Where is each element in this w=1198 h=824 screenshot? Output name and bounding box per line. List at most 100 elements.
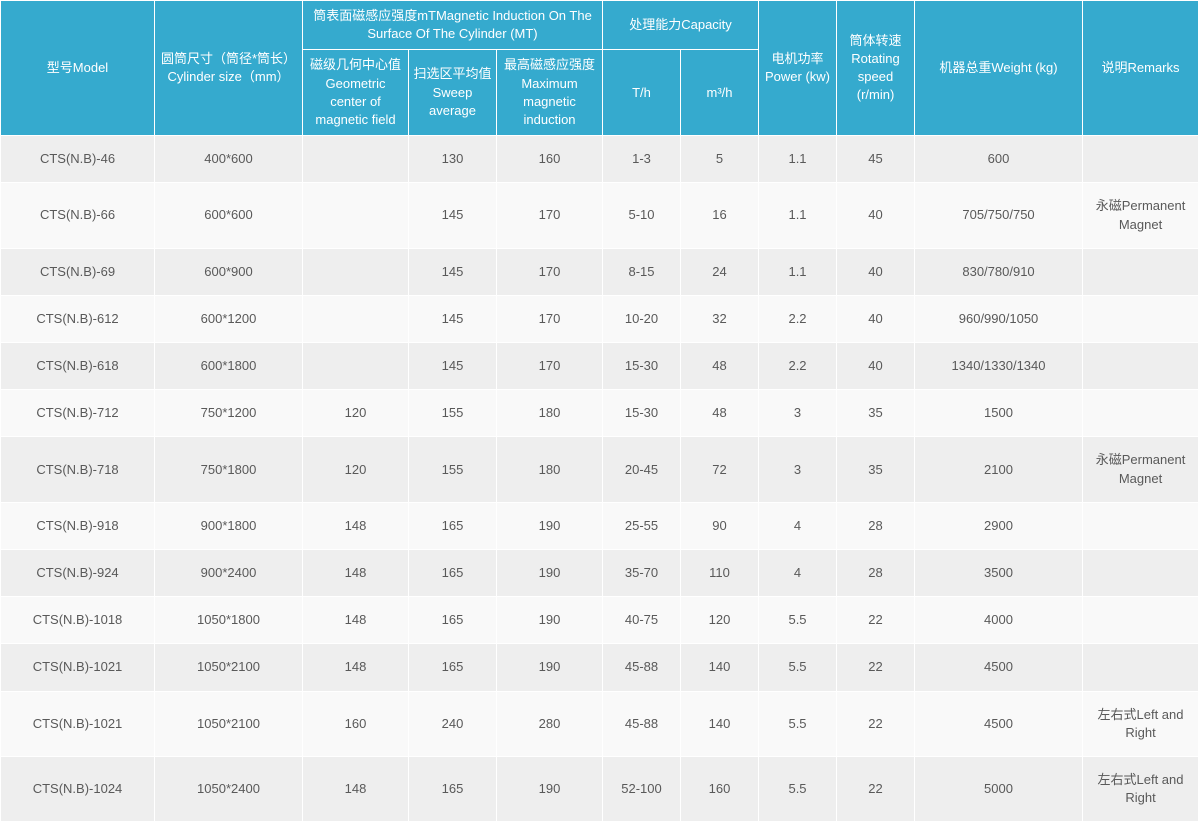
cell-speed: 22 [837,597,915,644]
cell-sweep-avg: 165 [409,756,497,821]
cell-speed: 28 [837,502,915,549]
cell-sweep-avg: 145 [409,248,497,295]
cell-m3h: 24 [681,248,759,295]
cell-geo-center: 120 [303,437,409,502]
cell-speed: 40 [837,183,915,248]
cell-speed: 45 [837,136,915,183]
cell-sweep-avg: 165 [409,550,497,597]
cell-m3h: 120 [681,597,759,644]
cell-m3h: 110 [681,550,759,597]
col-model: 型号Model [1,1,155,136]
cell-size: 750*1200 [155,390,303,437]
table-row: CTS(N.B)-46400*6001301601-351.145600 [1,136,1198,183]
cell-power: 1.1 [759,248,837,295]
cell-weight: 830/780/910 [915,248,1083,295]
cell-model: CTS(N.B)-618 [1,343,155,390]
cell-power: 2.2 [759,343,837,390]
cell-sweep-avg: 165 [409,502,497,549]
cell-th: 20-45 [603,437,681,502]
cell-max-induction: 190 [497,644,603,691]
cell-size: 600*900 [155,248,303,295]
cell-speed: 40 [837,343,915,390]
cell-th: 40-75 [603,597,681,644]
cell-model: CTS(N.B)-1018 [1,597,155,644]
cell-m3h: 32 [681,295,759,342]
cell-power: 1.1 [759,136,837,183]
cell-geo-center: 148 [303,550,409,597]
cell-geo-center [303,343,409,390]
cell-geo-center [303,248,409,295]
table-row: CTS(N.B)-10211050*210016024028045-881405… [1,691,1198,756]
cell-remarks [1083,597,1198,644]
cell-max-induction: 280 [497,691,603,756]
cell-power: 5.5 [759,644,837,691]
cell-max-induction: 170 [497,295,603,342]
cell-size: 1050*2100 [155,644,303,691]
cell-remarks [1083,295,1198,342]
cell-sweep-avg: 145 [409,295,497,342]
cell-remarks: 永磁Permanent Magnet [1083,437,1198,502]
cell-weight: 2900 [915,502,1083,549]
cell-sweep-avg: 155 [409,437,497,502]
cell-speed: 22 [837,756,915,821]
cell-th: 35-70 [603,550,681,597]
cell-speed: 22 [837,691,915,756]
cell-remarks [1083,248,1198,295]
cell-model: CTS(N.B)-69 [1,248,155,295]
cell-power: 5.5 [759,756,837,821]
col-geo-center: 磁级几何中心值Geometric center of magnetic fiel… [303,50,409,136]
cell-speed: 40 [837,295,915,342]
cell-weight: 1340/1330/1340 [915,343,1083,390]
cell-max-induction: 180 [497,390,603,437]
cell-sweep-avg: 155 [409,390,497,437]
cell-size: 900*1800 [155,502,303,549]
cell-weight: 600 [915,136,1083,183]
cell-model: CTS(N.B)-1024 [1,756,155,821]
cell-power: 3 [759,390,837,437]
cell-m3h: 48 [681,390,759,437]
cell-model: CTS(N.B)-612 [1,295,155,342]
cell-weight: 705/750/750 [915,183,1083,248]
col-capacity-group: 处理能力Capacity [603,1,759,50]
cell-th: 45-88 [603,644,681,691]
cell-m3h: 5 [681,136,759,183]
cell-size: 600*1800 [155,343,303,390]
cell-max-induction: 160 [497,136,603,183]
cell-geo-center: 148 [303,597,409,644]
cell-model: CTS(N.B)-66 [1,183,155,248]
cell-model: CTS(N.B)-718 [1,437,155,502]
cell-th: 25-55 [603,502,681,549]
cell-power: 2.2 [759,295,837,342]
cell-size: 750*1800 [155,437,303,502]
cell-power: 5.5 [759,597,837,644]
cell-sweep-avg: 130 [409,136,497,183]
cell-model: CTS(N.B)-1021 [1,691,155,756]
cell-m3h: 48 [681,343,759,390]
table-row: CTS(N.B)-718750*180012015518020-45723352… [1,437,1198,502]
col-speed: 筒体转速Rotating speed (r/min) [837,1,915,136]
table-row: CTS(N.B)-10241050*240014816519052-100160… [1,756,1198,821]
cell-max-induction: 170 [497,248,603,295]
cell-geo-center: 148 [303,756,409,821]
cell-geo-center [303,136,409,183]
cell-remarks [1083,550,1198,597]
cell-geo-center: 160 [303,691,409,756]
cell-sweep-avg: 165 [409,644,497,691]
cell-m3h: 16 [681,183,759,248]
cell-remarks [1083,644,1198,691]
cell-remarks [1083,343,1198,390]
cell-remarks: 左右式Left and Right [1083,756,1198,821]
cell-geo-center [303,183,409,248]
cell-power: 4 [759,550,837,597]
cell-th: 52-100 [603,756,681,821]
cell-weight: 4500 [915,644,1083,691]
cell-remarks [1083,502,1198,549]
cell-weight: 960/990/1050 [915,295,1083,342]
cell-max-induction: 190 [497,756,603,821]
cell-weight: 5000 [915,756,1083,821]
cell-model: CTS(N.B)-1021 [1,644,155,691]
col-magnetic-group: 筒表面磁感应强度mTMagnetic Induction On The Surf… [303,1,603,50]
col-th: T/h [603,50,681,136]
cell-model: CTS(N.B)-924 [1,550,155,597]
table-row: CTS(N.B)-612600*120014517010-20322.24096… [1,295,1198,342]
